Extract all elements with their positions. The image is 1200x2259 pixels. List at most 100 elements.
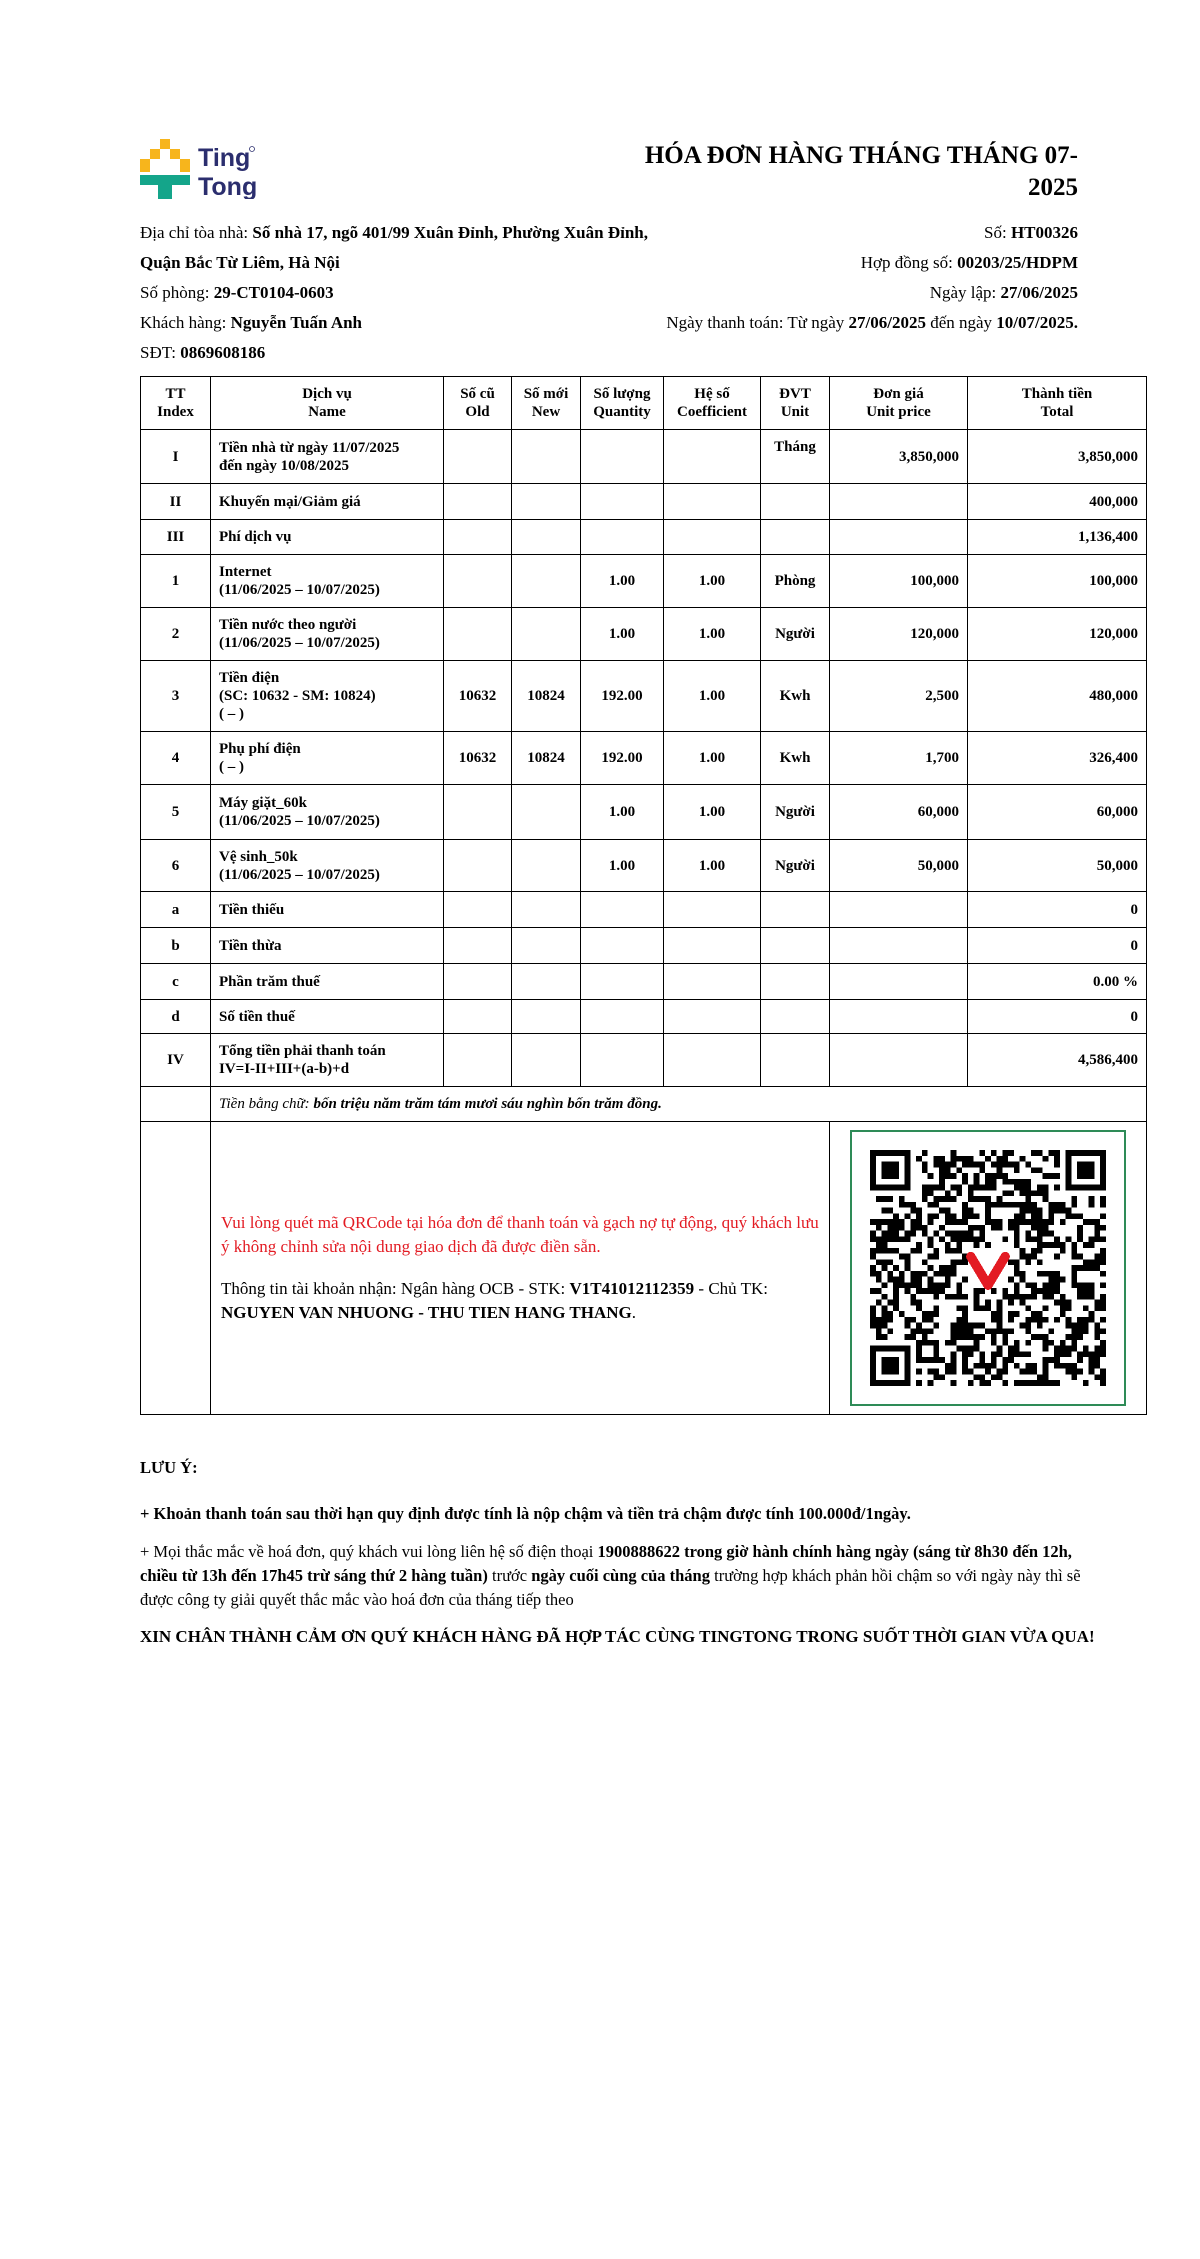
cell-coef: 1.00 xyxy=(663,839,761,892)
cell-qty: 192.00 xyxy=(580,660,664,732)
table-row: 5 Máy giặt_60k (11/06/2025 – 10/07/2025) 1… xyxy=(140,784,1147,840)
column-header: TT Index xyxy=(140,376,211,430)
customer-info: Địa chỉ tòa nhà: Số nhà 17, ngõ 401/99 X… xyxy=(140,218,660,368)
cell-qty xyxy=(580,519,664,555)
cell-total: 0 xyxy=(967,927,1147,964)
cell-unit: Người xyxy=(760,607,830,661)
logo-mark-icon: Ting Tong xyxy=(140,139,257,201)
contact-hotline: 1900888622 trong giờ hành chính hàng ngà… xyxy=(140,1542,1072,1585)
cell-name: Khuyến mại/Giảm giá xyxy=(210,483,444,520)
cell-idx: d xyxy=(140,999,211,1034)
cell-name: Vệ sinh_50k (11/06/2025 – 10/07/2025) xyxy=(210,839,444,892)
cell-qty xyxy=(580,927,664,964)
cell-total: 326,400 xyxy=(967,731,1147,785)
column-header: Số lượng Quantity xyxy=(580,376,664,430)
empty-cell xyxy=(140,1121,211,1415)
cell-total: 60,000 xyxy=(967,784,1147,840)
column-header: Thành tiền Total xyxy=(967,376,1147,430)
svg-text:Ting: Ting xyxy=(198,144,250,172)
phone-line: SĐT: 0869608186 xyxy=(140,338,660,368)
cell-new xyxy=(511,1033,581,1087)
table-row: c Phần trăm thuế 0.00 % xyxy=(140,963,1147,1000)
cell-name: Tiền thừa xyxy=(210,927,444,964)
words-label: Tiền bằng chữ: xyxy=(219,1096,314,1112)
payment-info: Vui lòng quét mã QRCode tại hóa đơn để t… xyxy=(210,1121,830,1415)
table-header: TT Index Dịch vụ Name Số cũ Old Số mới New S… xyxy=(140,376,1147,430)
cell-old xyxy=(443,999,512,1034)
cell-idx: IV xyxy=(140,1033,211,1087)
cell-qty: 192.00 xyxy=(580,731,664,785)
cell-qty: 1.00 xyxy=(580,784,664,840)
cell-unit: Kwh xyxy=(760,660,830,732)
cell-total: 4,586,400 xyxy=(967,1033,1147,1087)
column-header: ĐVT Unit xyxy=(760,376,830,430)
cell-unit: Người xyxy=(760,839,830,892)
contact-text: trước xyxy=(487,1566,532,1585)
pay-to: 10/07/2025. xyxy=(996,313,1078,332)
cell-price xyxy=(829,999,968,1034)
cell-coef: 1.00 xyxy=(663,784,761,840)
room-value: 29-CT0104-0603 xyxy=(213,283,334,302)
issue-date: 27/06/2025 xyxy=(1000,283,1078,302)
cell-idx: 1 xyxy=(140,554,211,608)
cell-unit: Kwh xyxy=(760,731,830,785)
cell-coef xyxy=(663,429,761,484)
cell-idx: c xyxy=(140,963,211,1000)
cell-price xyxy=(829,483,968,520)
contact-text: trường hợp khách phản hồi chậm so với ng… xyxy=(140,1566,1081,1609)
cell-name: Phần trăm thuế xyxy=(210,963,444,1000)
cell-total: 50,000 xyxy=(967,839,1147,892)
cell-idx: b xyxy=(140,927,211,964)
cell-coef xyxy=(663,891,761,928)
table-row: II Khuyến mại/Giảm giá 400,000 xyxy=(140,483,1147,520)
cell-name: Tiền nước theo người (11/06/2025 – 10/07… xyxy=(210,607,444,661)
cell-qty xyxy=(580,429,664,484)
cell-unit xyxy=(760,483,830,520)
cell-total: 0 xyxy=(967,891,1147,928)
address-value: Số nhà 17, ngõ 401/99 Xuân Đỉnh, Phường … xyxy=(140,223,648,272)
cell-coef: 1.00 xyxy=(663,660,761,732)
cell-name: Máy giặt_60k (11/06/2025 – 10/07/2025) xyxy=(210,784,444,840)
table-row: 1 Internet (11/06/2025 – 10/07/2025) 1.00 1… xyxy=(140,554,1147,608)
payment-row: Vui lòng quét mã QRCode tại hóa đơn để t… xyxy=(140,1121,1147,1415)
date-line: Ngày lập: 27/06/2025 xyxy=(478,278,1078,308)
cell-new xyxy=(511,519,581,555)
table-row: 3 Tiền điện (SC: 10632 - SM: 10824) ( – )… xyxy=(140,660,1147,732)
cell-coef xyxy=(663,519,761,555)
cell-idx: 6 xyxy=(140,839,211,892)
amount-in-words: Tiền bằng chữ: bốn triệu năm trăm tám mư… xyxy=(210,1086,1147,1122)
column-header: Dịch vụ Name xyxy=(210,376,444,430)
cell-idx: II xyxy=(140,483,211,520)
cell-qty xyxy=(580,999,664,1034)
cell-name: Số tiền thuế xyxy=(210,999,444,1034)
cell-name: Phụ phí điện ( – ) xyxy=(210,731,444,785)
cell-coef: 1.00 xyxy=(663,731,761,785)
cell-price: 1,700 xyxy=(829,731,968,785)
cell-coef: 1.00 xyxy=(663,607,761,661)
table-row: d Số tiền thuế 0 xyxy=(140,999,1147,1034)
table-row: 4 Phụ phí điện ( – ) 10632 10824 192.00 1.00 K… xyxy=(140,731,1147,785)
address-label: Địa chỉ tòa nhà: xyxy=(140,223,253,242)
cell-qty xyxy=(580,963,664,1000)
cell-name: Tổng tiền phải thanh toán IV=I-II+III+(a… xyxy=(210,1033,444,1087)
cell-idx: I xyxy=(140,429,211,484)
cell-idx: a xyxy=(140,891,211,928)
cell-name: Phí dịch vụ xyxy=(210,519,444,555)
cell-price: 50,000 xyxy=(829,839,968,892)
cell-idx: 3 xyxy=(140,660,211,732)
contract-label: Hợp đồng số: xyxy=(860,253,958,272)
payment-period-line: Ngày thanh toán: Từ ngày 27/06/2025 đến … xyxy=(478,308,1078,338)
cell-unit xyxy=(760,519,830,555)
contact-text: + Mọi thắc mắc về hoá đơn, quý khách vui… xyxy=(140,1542,598,1561)
cell-total: 0.00 % xyxy=(967,963,1147,1000)
holder-end: . xyxy=(631,1303,636,1322)
cell-price xyxy=(829,927,968,964)
cell-price: 60,000 xyxy=(829,784,968,840)
qr-modules xyxy=(870,1150,1106,1386)
notes-heading: LƯU Ý: xyxy=(140,1458,198,1477)
room-label: Số phòng: xyxy=(140,283,214,302)
cell-price xyxy=(829,1033,968,1087)
room-line: Số phòng: 29-CT0104-0603 xyxy=(140,278,660,308)
cell-new xyxy=(511,839,581,892)
phone-label: SĐT: xyxy=(140,343,181,362)
